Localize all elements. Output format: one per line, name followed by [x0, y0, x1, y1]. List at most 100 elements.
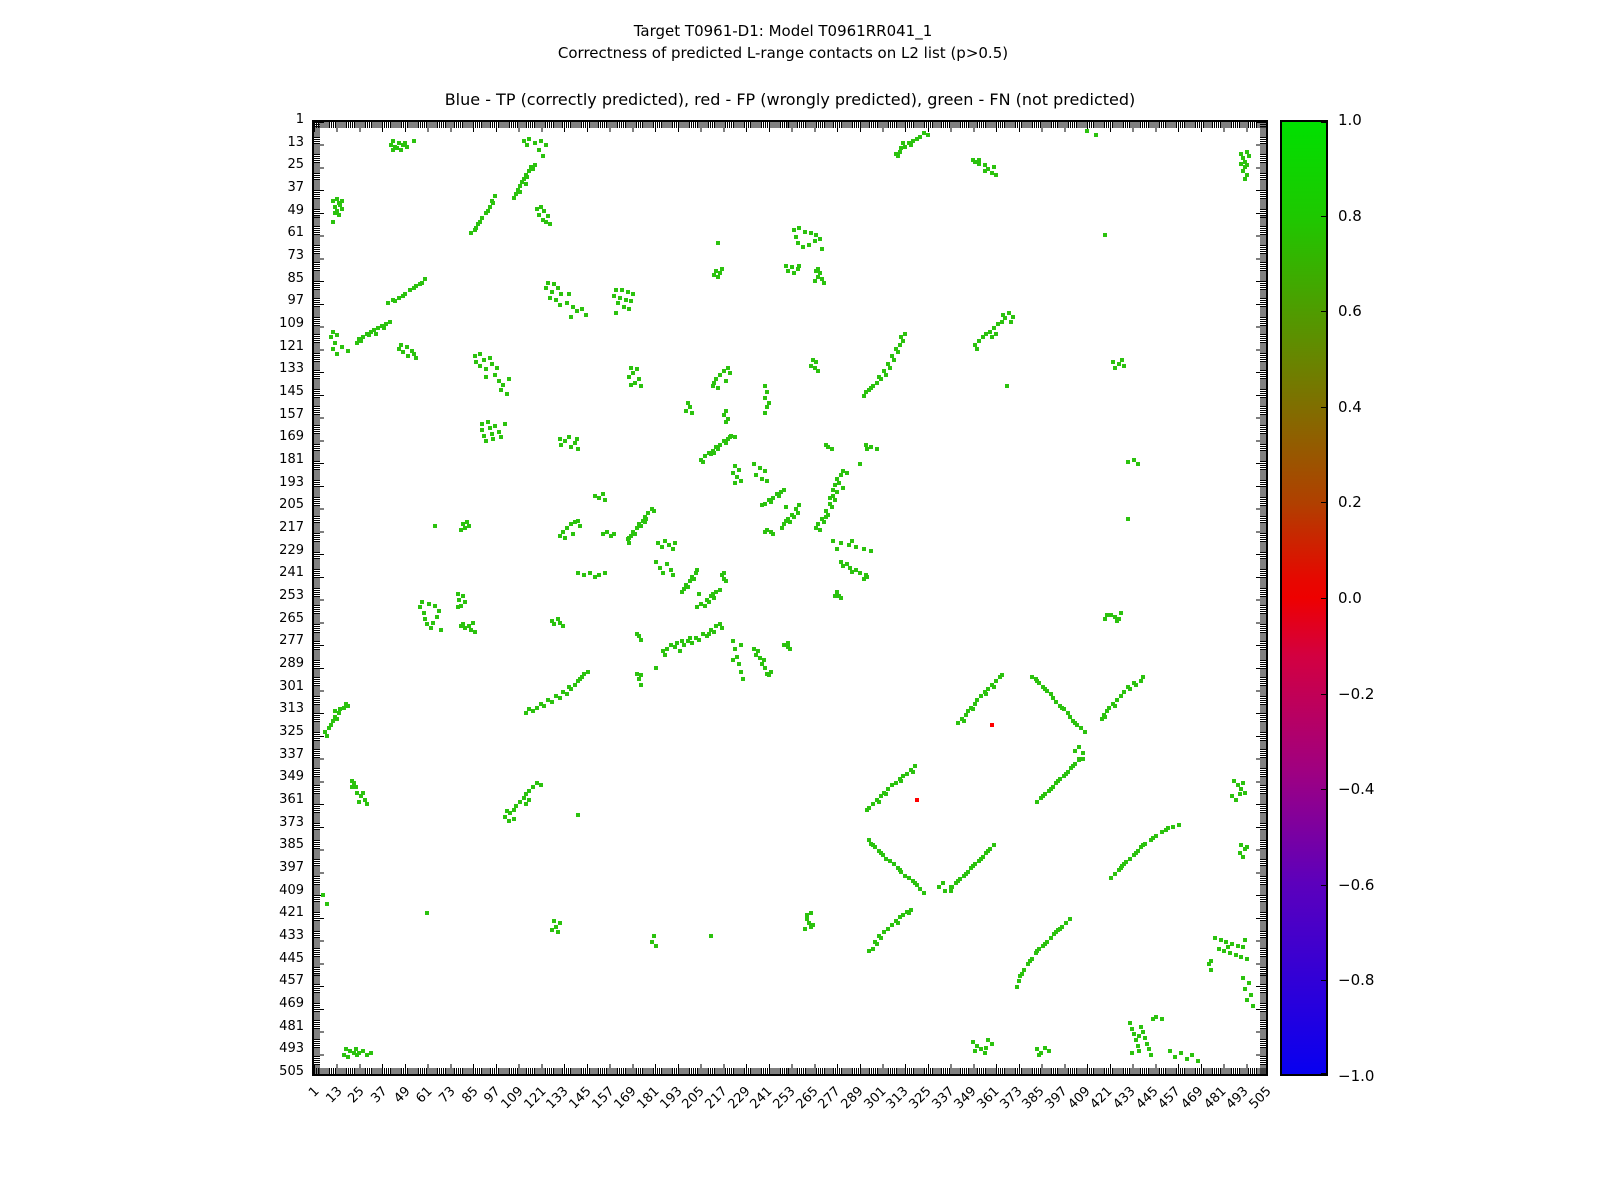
- contact-point: [412, 286, 417, 291]
- contact-point: [1128, 1021, 1132, 1025]
- contact-point: [1022, 968, 1027, 973]
- contact-point: [461, 594, 466, 599]
- y-tick-label: 469: [279, 996, 304, 1011]
- contact-point: [514, 191, 519, 196]
- contact-point: [485, 208, 490, 213]
- contact-point: [854, 545, 859, 549]
- contact-point: [550, 618, 554, 623]
- contact-point: [1122, 363, 1127, 368]
- contact-point: [1239, 152, 1244, 157]
- contact-point: [1112, 703, 1117, 708]
- y-tick-label: 481: [279, 1018, 304, 1034]
- contact-point: [504, 392, 509, 396]
- contact-point: [835, 490, 840, 495]
- contact-point: [971, 1039, 976, 1044]
- contact-point: [1230, 794, 1234, 799]
- contact-point: [383, 322, 388, 327]
- contact-point: [716, 446, 721, 451]
- contact-point: [908, 142, 913, 147]
- contact-point: [650, 939, 655, 944]
- contact-point: [652, 509, 656, 514]
- contact-point: [1122, 690, 1127, 695]
- contact-point: [795, 240, 800, 245]
- contact-point: [638, 524, 643, 529]
- contact-point: [695, 605, 700, 610]
- contact-point: [689, 641, 694, 646]
- contact-point: [483, 367, 488, 372]
- contact-point: [731, 639, 736, 644]
- contact-point: [470, 620, 475, 625]
- contact-point: [542, 208, 547, 213]
- contact-point: [359, 794, 364, 799]
- contact-point: [597, 573, 602, 578]
- contact-point: [495, 365, 500, 370]
- contact-point: [897, 342, 902, 347]
- contact-point: [999, 320, 1004, 325]
- contact-point: [336, 212, 341, 217]
- contact-point: [914, 798, 919, 803]
- contact-point: [986, 167, 991, 172]
- contact-point: [901, 339, 906, 344]
- contact-point: [765, 405, 770, 410]
- contact-point: [478, 363, 483, 368]
- contact-point: [861, 546, 866, 551]
- contact-point: [342, 705, 347, 710]
- contact-point: [712, 273, 717, 277]
- contact-point: [631, 291, 636, 296]
- contact-point: [1163, 828, 1168, 833]
- contact-point: [597, 495, 602, 500]
- contact-point: [548, 222, 553, 226]
- contact-point: [364, 1053, 369, 1058]
- contact-point: [723, 579, 728, 583]
- contact-point: [835, 546, 840, 551]
- contact-point: [330, 220, 335, 225]
- contact-point: [1241, 155, 1246, 160]
- contact-point: [534, 206, 539, 211]
- contact-point: [984, 692, 989, 697]
- contact-point: [551, 919, 556, 923]
- contact-point: [363, 798, 367, 803]
- contact-point: [631, 371, 636, 376]
- contact-point: [778, 490, 783, 495]
- contact-point: [346, 1055, 350, 1059]
- contact-point: [754, 473, 758, 478]
- contact-point: [714, 624, 719, 629]
- contact-point: [472, 630, 477, 634]
- contact-point: [818, 237, 823, 242]
- contact-point: [899, 146, 904, 151]
- contact-point: [576, 518, 581, 523]
- colorbar-tick-label: 0.8: [1338, 206, 1362, 225]
- contact-point: [1112, 871, 1117, 876]
- colorbar-tick-mark: [1321, 693, 1328, 695]
- contact-point: [984, 1045, 989, 1050]
- contact-point: [731, 471, 736, 476]
- colorbar-tick-mark: [1321, 884, 1328, 886]
- contact-point: [1046, 1049, 1051, 1054]
- contact-point: [791, 271, 796, 276]
- contact-point: [712, 630, 717, 634]
- y-tick-label: 133: [279, 361, 304, 377]
- contact-point: [568, 522, 573, 527]
- contact-point: [895, 350, 900, 355]
- contact-point: [990, 171, 995, 175]
- contact-point: [976, 161, 981, 166]
- contact-point: [986, 849, 991, 854]
- contact-point: [551, 282, 556, 287]
- contact-point: [1003, 316, 1008, 321]
- contact-point: [355, 790, 360, 795]
- contact-point: [330, 346, 335, 351]
- contact-point: [788, 647, 792, 651]
- contact-point: [1222, 949, 1227, 954]
- contact-point: [869, 444, 874, 449]
- figure-title-line1: Target T0961-D1: Model T0961RR041_1: [633, 22, 933, 40]
- contact-point: [820, 276, 825, 281]
- contact-point: [708, 452, 713, 457]
- contact-point: [1241, 169, 1246, 174]
- y-tick-label: 421: [279, 905, 304, 921]
- contact-point: [1245, 998, 1250, 1003]
- contact-point: [725, 416, 730, 421]
- contact-point: [695, 567, 700, 572]
- contact-point: [635, 671, 639, 676]
- contact-point: [627, 375, 632, 379]
- y-tick-label: 433: [279, 928, 304, 943]
